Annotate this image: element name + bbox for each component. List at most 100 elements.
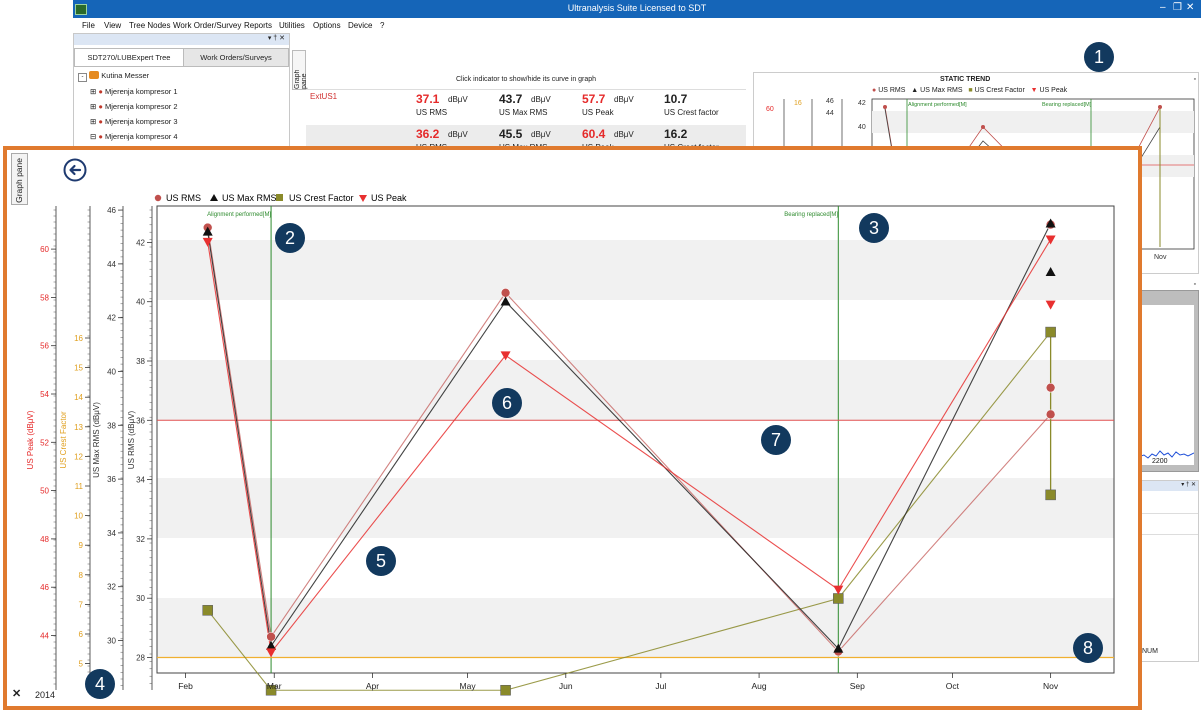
graph-pane-tab[interactable]: Graph pane (11, 153, 28, 205)
axis-tick-label: 15 (74, 364, 83, 373)
point-rms[interactable] (1045, 409, 1056, 420)
point-peak[interactable] (266, 648, 277, 658)
axis-title: US RMS (dBμV) (127, 410, 136, 469)
point-max-rms[interactable] (500, 296, 511, 306)
point-peak[interactable] (1045, 235, 1056, 245)
point-crest[interactable] (202, 605, 213, 616)
menu-utilities[interactable]: Utilities (279, 21, 305, 30)
panel-controls[interactable]: ▾ † ✕ (267, 35, 285, 42)
point-rms[interactable] (500, 288, 511, 298)
close-icon[interactable]: ✕ (12, 688, 22, 700)
axis-title: US Peak (dBμV) (26, 410, 35, 469)
axis-tick-label: 32 (107, 583, 116, 592)
point-crest[interactable] (1045, 326, 1056, 338)
graph-pane-tab[interactable]: Graph pane (292, 50, 308, 90)
axis-tick-label: 16 (74, 334, 83, 343)
axis-tick-label: 46 (40, 583, 49, 592)
point-rms[interactable] (1045, 382, 1056, 393)
point-max-rms[interactable] (1045, 266, 1056, 276)
menu-work-order[interactable]: Work Order/Survey (173, 21, 242, 30)
axis-title: US Crest Factor (59, 411, 68, 469)
tree-item[interactable]: ⊞ ● Mjerenja kompresor 1 (90, 87, 178, 96)
event-label: Bearing replaced[M] (784, 212, 838, 218)
small-tick: 42 (858, 100, 866, 107)
point-max-rms[interactable] (833, 643, 844, 653)
point-crest[interactable] (833, 593, 844, 604)
crest-value[interactable]: 10.7 (664, 92, 688, 106)
legend-label-max-rms[interactable]: US Max RMS (222, 193, 277, 203)
restore-button[interactable]: ❒ (1173, 2, 1182, 13)
year-label: 2014 (35, 690, 56, 700)
axis-tick-label: 12 (74, 452, 83, 461)
point-peak[interactable] (833, 585, 844, 595)
menu-tree-nodes[interactable]: Tree Nodes (129, 21, 171, 30)
max-rms-value[interactable]: 43.7 (499, 92, 523, 106)
indicator-row-name: ExtUS1 (310, 92, 338, 101)
maximize-icon[interactable]: ▫ (1193, 281, 1196, 288)
menu-options[interactable]: Options (313, 21, 341, 30)
back-arrow-icon[interactable] (63, 158, 87, 182)
small-tick: 60 (766, 106, 774, 113)
tree-item[interactable]: ⊞ ● Mjerenja kompresor 3 (90, 117, 178, 126)
event-label: Bearing replaced[M] (1042, 102, 1092, 108)
tree-panel-header: ▾ † ✕ (74, 34, 289, 45)
small-trend-legend: ● US RMS ▲ US Max RMS ■ US Crest Factor … (872, 87, 1068, 94)
legend-label-peak[interactable]: US Peak (371, 193, 407, 203)
x-tick-label: Oct (946, 681, 960, 691)
axis-tick-label: 32 (136, 535, 145, 544)
menu-device[interactable]: Device (348, 21, 373, 30)
menu-help[interactable]: ? (380, 21, 385, 30)
point-rms[interactable] (266, 631, 276, 642)
tree-item-label: Mjerenja kompresor 4 (105, 132, 178, 141)
x-tick-label: Sep (850, 681, 865, 691)
minimize-button[interactable]: – (1160, 2, 1166, 13)
crest-value[interactable]: 16.2 (664, 127, 688, 141)
axis-tick-label: 60 (40, 245, 49, 254)
spectrum-tick: 2200 (1152, 458, 1168, 465)
point-max-rms[interactable] (266, 640, 277, 650)
point-peak[interactable] (202, 237, 213, 247)
indicator-row[interactable]: ExtUS1 37.1 dBμV US RMS 43.7 dBμV US Max… (306, 89, 746, 126)
callout-marker: 6 (492, 388, 522, 418)
peak-value[interactable]: 57.7 (582, 92, 606, 106)
point-max-rms[interactable] (1045, 218, 1056, 228)
small-tick: 40 (858, 124, 866, 131)
point-crest[interactable] (500, 684, 511, 696)
list-row[interactable] (1136, 513, 1198, 535)
legend-label-rms[interactable]: US RMS (166, 193, 201, 203)
rms-value[interactable]: 36.2 (416, 127, 440, 141)
maximize-icon[interactable]: ▫ (1193, 76, 1196, 83)
peak-value[interactable]: 60.4 (582, 127, 606, 141)
menu-file[interactable]: File (82, 21, 95, 30)
point-max-rms[interactable] (202, 226, 213, 236)
axis-tick-label: 34 (107, 529, 116, 538)
point-peak[interactable] (500, 351, 511, 361)
tab-work-orders[interactable]: Work Orders/Surveys (183, 48, 289, 67)
tree-item[interactable]: ⊞ ● Mjerenja kompresor 2 (90, 102, 178, 111)
point-crest[interactable] (265, 684, 277, 696)
title-bar: Ultranalysis Suite Licensed to SDT – ❒ ✕ (73, 0, 1201, 18)
max-rms-value[interactable]: 45.5 (499, 127, 523, 141)
list-panel-header: ▾ † ✕ (1136, 481, 1198, 491)
legend-marker-rms (154, 194, 162, 202)
panel-controls[interactable]: ▾ † ✕ (1181, 482, 1196, 488)
tree-item-label: Mjerenja kompresor 1 (105, 87, 178, 96)
menu-reports[interactable]: Reports (244, 21, 273, 30)
axis-tick-label: 58 (40, 293, 49, 302)
legend-marker-crest (276, 194, 283, 201)
collapse-icon[interactable]: - (78, 73, 87, 82)
rms-unit: dBμV (448, 130, 468, 139)
rms-value[interactable]: 37.1 (416, 92, 440, 106)
close-window-button[interactable]: ✕ (1186, 2, 1195, 13)
grid-band (157, 360, 1114, 420)
legend-label-crest[interactable]: US Crest Factor (289, 193, 354, 203)
axis-tick-label: 34 (136, 476, 145, 485)
tree-root[interactable]: - Kutina Messer (78, 71, 149, 82)
menu-view[interactable]: View (104, 21, 122, 30)
point-crest[interactable] (1045, 489, 1056, 501)
threshold-lines (157, 419, 1114, 659)
x-tick-label: Jun (559, 681, 573, 691)
point-peak[interactable] (1045, 300, 1056, 310)
tree-item[interactable]: ⊟ ● Mjerenja kompresor 4 (90, 132, 178, 141)
